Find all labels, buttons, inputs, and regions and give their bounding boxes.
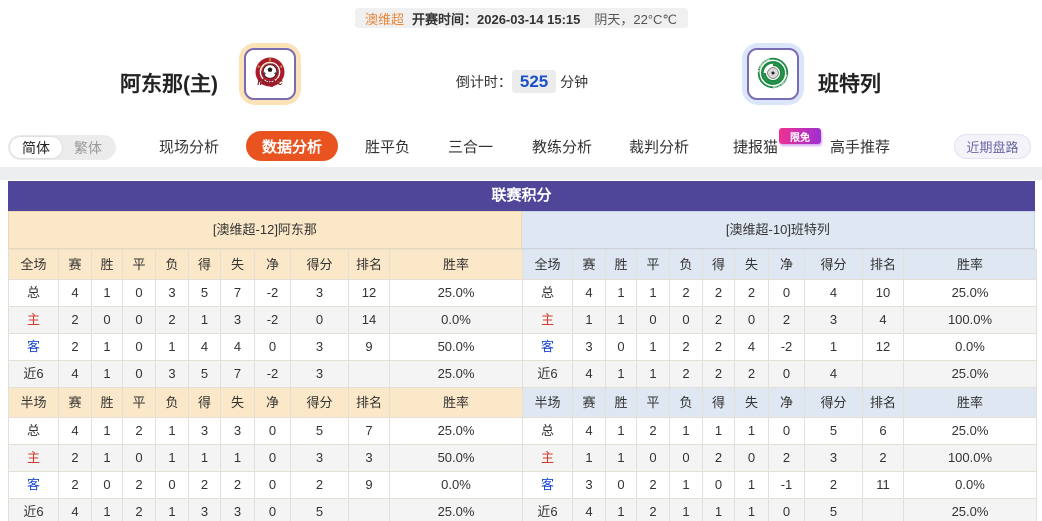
svg-text:Magic: Magic [257, 77, 283, 87]
